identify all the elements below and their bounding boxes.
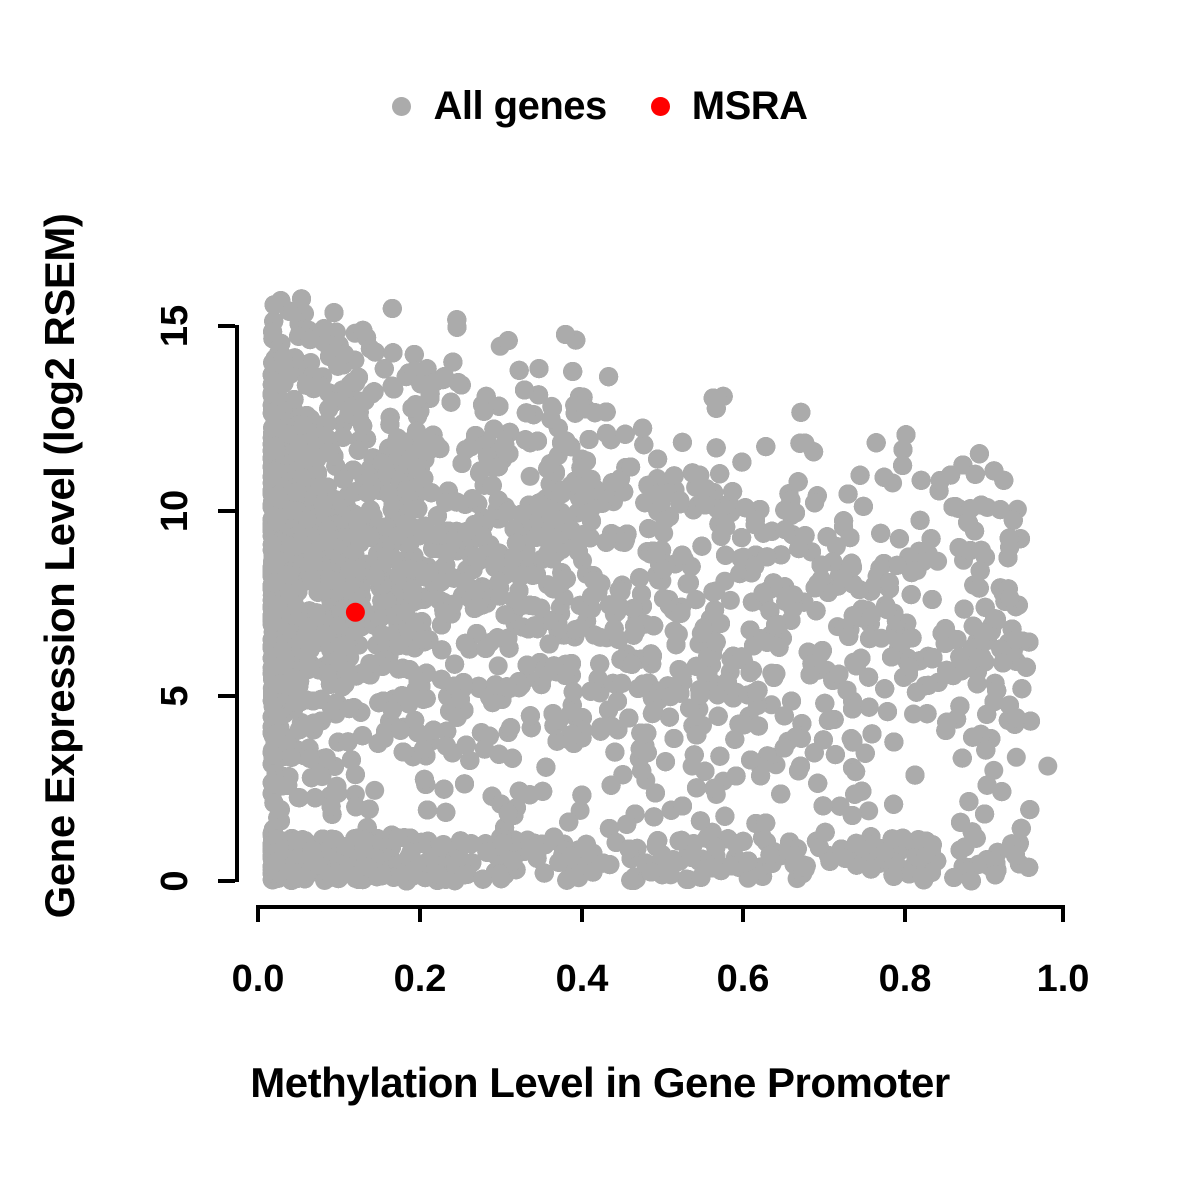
x-tick-label-0.2: 0.2 [393,958,447,1000]
plot-area [256,289,1064,891]
x-axis-title: Methylation Level in Gene Promoter [250,1059,950,1106]
y-tick-15 [218,324,235,328]
x-tick-label-1.0: 1.0 [1036,958,1090,1000]
legend-label-msra: MSRA [691,84,808,128]
y-tick-label-15: 15 [154,304,196,348]
y-tick-label-0: 0 [154,870,196,892]
x-axis-line [256,905,1065,909]
y-tick-label-10: 10 [154,489,196,533]
msra-point-marker [345,602,365,622]
x-tick-0.2 [418,905,422,922]
x-tick-label-0.0: 0.0 [231,958,285,1000]
x-tick-1.0 [1061,905,1065,922]
legend-entry-all-genes: All genes [392,84,607,128]
legend-label-all-genes: All genes [433,84,607,128]
all-genes-point-cloud [262,289,1058,891]
y-axis-line [235,325,239,882]
x-tick-0.4 [580,905,584,922]
x-tick-label-0.4: 0.4 [555,958,609,1000]
x-tick-0.0 [256,905,260,922]
scatter-points-layer [262,289,1058,891]
x-tick-0.8 [903,905,907,922]
y-axis-title: Gene Expression Level (log2 RSEM) [36,213,83,919]
x-tick-label-0.8: 0.8 [878,958,932,1000]
legend: All genes MSRA [0,74,1200,138]
y-tick-label-5: 5 [154,685,196,707]
legend-entry-msra: MSRA [650,84,808,128]
y-tick-5 [218,694,235,698]
x-tick-0.6 [741,905,745,922]
y-tick-0 [218,879,235,883]
red-dot-icon [650,96,670,116]
y-tick-10 [218,509,235,513]
x-tick-label-0.6: 0.6 [716,958,770,1000]
gray-dot-icon [392,96,412,116]
